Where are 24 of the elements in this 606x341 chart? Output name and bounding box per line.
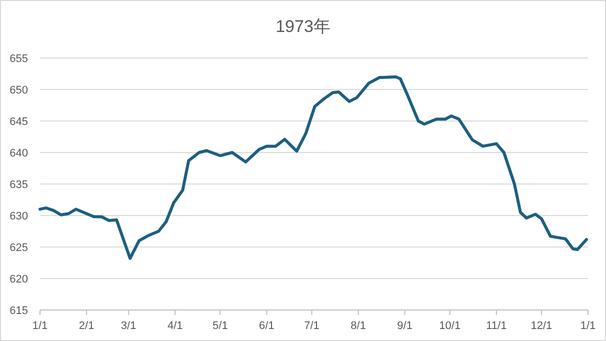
y-tick-label: 640 [10,148,28,160]
x-tick-label: 3/1 [120,320,136,332]
y-tick-label: 645 [10,116,28,128]
x-tick-label: 8/1 [350,320,366,332]
chart-title: 1973年 [276,17,330,36]
y-tick-label: 655 [10,53,28,65]
y-tick-label: 625 [10,242,28,254]
x-tick-label: 1/1 [32,320,48,332]
x-tick-label: 6/1 [259,320,274,332]
x-tick-label: 4/1 [167,320,183,332]
line-series [38,75,588,260]
y-tick-label: 650 [10,84,28,96]
y-tick-label: 620 [10,274,28,286]
x-tick-label: 12/1 [530,320,552,332]
x-tick-label: 7/1 [304,320,320,332]
x-tick-label: 9/1 [397,320,412,332]
x-tick-label: 10/1 [439,320,461,332]
x-tick-label: 5/1 [212,320,228,332]
x-tick-label: 2/1 [78,320,94,332]
x-tick-label: 11/1 [486,320,507,332]
y-tick-label: 630 [10,210,28,222]
x-tick-label: 1/1 [580,320,596,332]
y-tick-label: 615 [10,305,28,317]
y-tick-label: 635 [10,179,28,191]
